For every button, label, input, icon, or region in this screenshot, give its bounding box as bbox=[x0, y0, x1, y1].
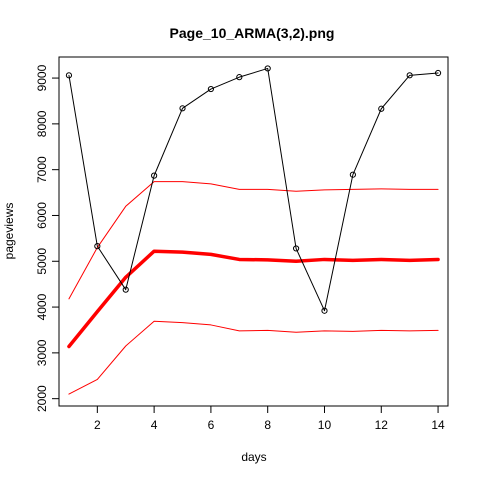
data-point bbox=[292, 245, 300, 252]
x-tick-label: 2 bbox=[94, 418, 101, 432]
y-tick-label: 2000 bbox=[35, 385, 49, 412]
series-line-2 bbox=[67, 249, 440, 349]
data-point bbox=[94, 243, 101, 250]
y-tick-label: 4000 bbox=[35, 293, 49, 320]
x-axis: 2 4 6 8 10 12 14 bbox=[94, 406, 445, 432]
data-point bbox=[321, 307, 328, 314]
y-axis: 2000 3000 4000 5000 6000 7000 8000 9000 bbox=[35, 64, 59, 412]
y-tick-label: 3000 bbox=[35, 339, 49, 366]
data-point bbox=[65, 72, 73, 79]
chart-title: Page_10_ARMA(3,2).png bbox=[170, 25, 335, 41]
x-tick-label: 6 bbox=[208, 418, 215, 432]
y-axis-label: pageviews bbox=[2, 203, 16, 260]
series-line-1 bbox=[68, 181, 439, 300]
series-layer bbox=[65, 65, 442, 395]
data-point bbox=[434, 69, 442, 77]
x-tick-label: 8 bbox=[264, 418, 271, 432]
x-axis-label: days bbox=[241, 450, 266, 464]
y-tick-label: 9000 bbox=[35, 64, 49, 91]
y-tick-label: 7000 bbox=[35, 156, 49, 183]
data-point bbox=[236, 74, 243, 81]
data-point bbox=[151, 172, 158, 179]
x-tick-label: 14 bbox=[431, 418, 445, 432]
y-tick-label: 5000 bbox=[35, 248, 49, 275]
x-tick-label: 4 bbox=[151, 418, 158, 432]
plot-frame bbox=[58, 56, 449, 407]
data-point bbox=[179, 105, 186, 112]
series-line-0 bbox=[68, 67, 439, 312]
series-line-3 bbox=[68, 320, 439, 395]
y-tick-label: 8000 bbox=[35, 110, 49, 137]
data-point bbox=[349, 171, 356, 178]
data-point bbox=[406, 72, 413, 79]
data-point bbox=[122, 286, 129, 293]
x-tick-label: 12 bbox=[375, 418, 389, 432]
data-point bbox=[264, 65, 271, 72]
data-point bbox=[378, 105, 385, 112]
data-point bbox=[207, 85, 215, 93]
x-tick-label: 10 bbox=[318, 418, 332, 432]
y-tick-label: 6000 bbox=[35, 202, 49, 229]
